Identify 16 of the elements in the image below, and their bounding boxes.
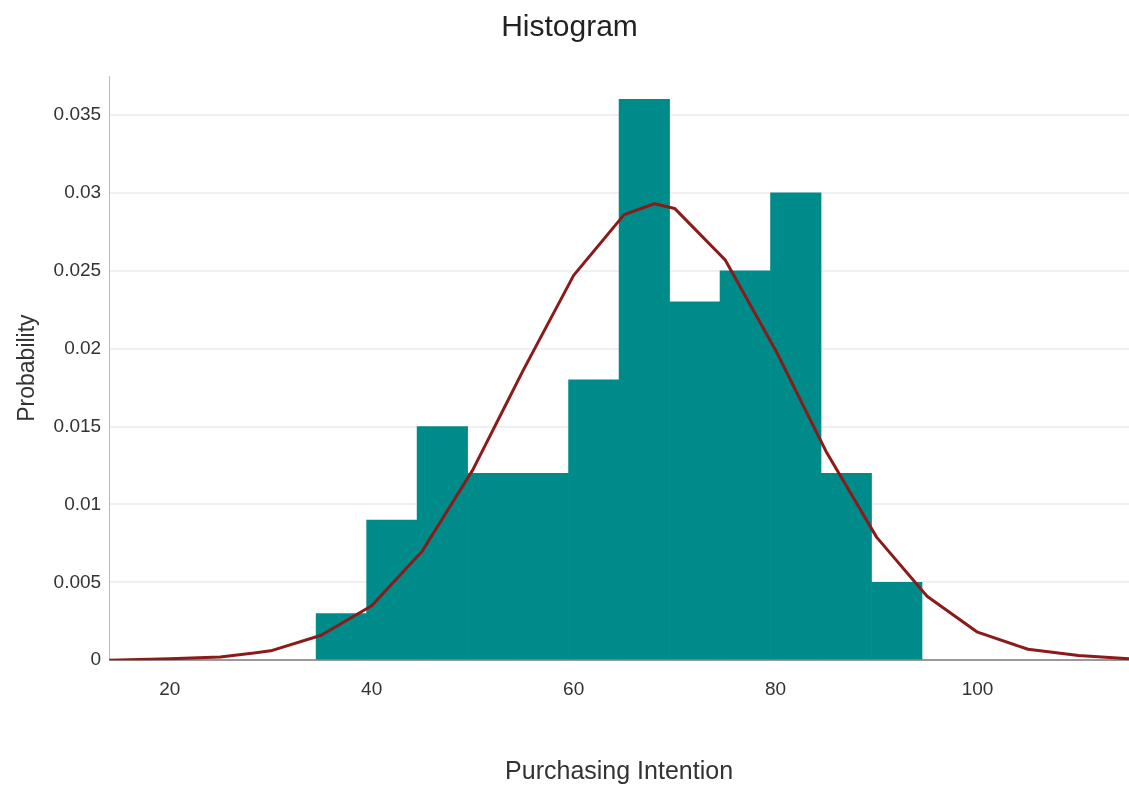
x-tick-label: 80 — [765, 677, 787, 699]
x-tick-label: 100 — [961, 677, 994, 699]
y-tick-label: 0.015 — [53, 414, 102, 436]
x-tick-label: 40 — [361, 677, 383, 699]
y-tick-label: 0.03 — [64, 181, 102, 203]
y-tick-label: 0.005 — [53, 570, 102, 592]
x-axis-title: Purchasing Intention — [505, 755, 734, 784]
y-tick-label: 0.025 — [53, 258, 102, 280]
y-tick-label: 0.02 — [64, 336, 102, 358]
x-tick-label: 60 — [563, 677, 585, 699]
y-tick-label: 0 — [90, 648, 102, 670]
y-tick-label: 0.01 — [64, 492, 102, 514]
y-tick-label: 0.035 — [53, 103, 102, 125]
chart-title: Histogram — [501, 9, 638, 43]
x-tick-label: 20 — [159, 677, 181, 699]
y-axis-title: Probability — [13, 313, 40, 422]
